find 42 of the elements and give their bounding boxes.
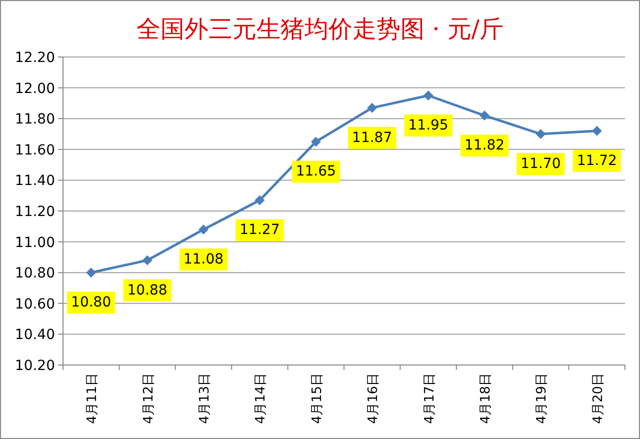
point <box>254 195 265 206</box>
y-tick-label: 11.60 <box>14 142 55 158</box>
y-tick-label: 11.80 <box>14 112 55 128</box>
point <box>480 110 490 121</box>
data-label: 11.27 <box>240 222 280 238</box>
y-tick-label: 10.60 <box>14 296 55 312</box>
data-label: 11.65 <box>296 164 336 180</box>
data-label: 10.80 <box>71 294 112 311</box>
y-tick-label: 11.40 <box>14 173 55 190</box>
y-tick-label: 11.20 <box>14 204 55 220</box>
data-label: 11.82 <box>464 138 505 154</box>
x-tick-label: 4月13日 <box>198 373 212 424</box>
x-tick-label: 4月15日 <box>310 373 325 424</box>
y-tick-label: 10.20 <box>14 358 55 374</box>
point <box>423 90 434 100</box>
x-tick-label: 4月19日 <box>534 373 550 424</box>
data-label: 11.70 <box>520 156 561 172</box>
data-label: 10.88 <box>127 282 168 298</box>
point <box>142 255 152 266</box>
y-tick-label: 12.00 <box>14 80 55 97</box>
point <box>536 129 546 139</box>
chart-title: 全国外三元生猪均价走势图 · 元/斤 <box>136 15 504 43</box>
x-tick-label: 4月17日 <box>422 373 438 424</box>
y-tick-label: 10.80 <box>14 266 55 282</box>
point <box>310 136 321 147</box>
point <box>198 224 208 234</box>
x-tick-label: 4月16日 <box>366 373 382 424</box>
x-tick-label: 4月11日 <box>85 373 100 424</box>
y-tick-label: 12.20 <box>14 50 55 66</box>
x-tick-label: 4月18日 <box>478 373 494 424</box>
data-label: 11.87 <box>352 130 392 146</box>
point <box>592 126 602 136</box>
x-tick-label: 4月14日 <box>254 373 269 424</box>
point <box>367 102 378 113</box>
y-tick-label: 11.00 <box>14 234 55 251</box>
point <box>86 268 96 278</box>
data-label: 11.08 <box>183 251 224 268</box>
data-label: 11.72 <box>576 152 617 169</box>
x-tick-label: 4月20日 <box>590 373 606 424</box>
y-tick-label: 10.40 <box>14 327 55 344</box>
x-tick-label: 4月12日 <box>141 373 156 424</box>
data-label: 11.95 <box>408 118 448 134</box>
